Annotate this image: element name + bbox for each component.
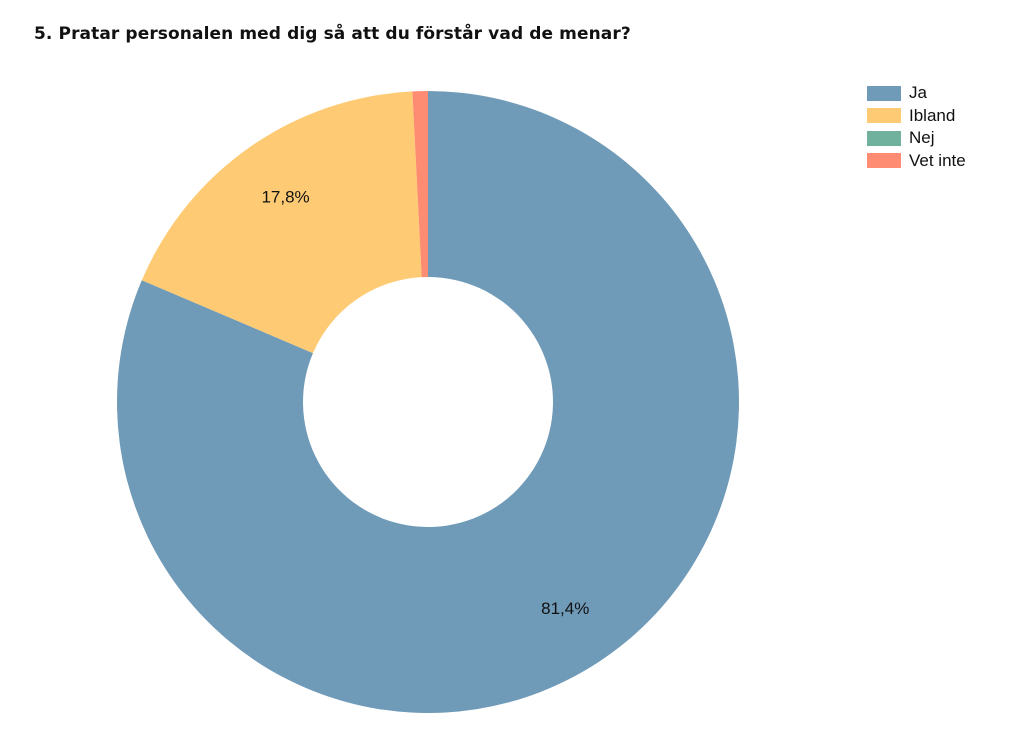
legend-item-ja: Ja: [867, 82, 966, 105]
legend-item-nej: Nej: [867, 127, 966, 150]
legend-item-vet-inte: Vet inte: [867, 150, 966, 173]
slice-vet-inte: [412, 91, 428, 278]
slice-ja: [116, 91, 739, 713]
legend-label: Ibland: [909, 105, 956, 125]
slice-label-ibland: 17,8%: [261, 187, 309, 206]
slice-labels-group: 81,4% 17,8%: [261, 187, 589, 618]
legend-label: Ja: [909, 83, 927, 103]
legend: Ja Ibland Nej Vet inte: [867, 82, 966, 172]
legend-item-ibland: Ibland: [867, 105, 966, 128]
legend-label: Nej: [909, 128, 935, 148]
slice-label-ja: 81,4%: [541, 599, 589, 618]
chart-title: 5. Pratar personalen med dig så att du f…: [34, 24, 631, 44]
slices-group: [116, 91, 739, 713]
legend-swatch: [867, 153, 901, 169]
legend-label: Vet inte: [909, 150, 966, 170]
slice-ibland: [141, 91, 422, 354]
legend-swatch: [867, 108, 901, 124]
legend-swatch: [867, 85, 901, 101]
legend-swatch: [867, 130, 901, 146]
